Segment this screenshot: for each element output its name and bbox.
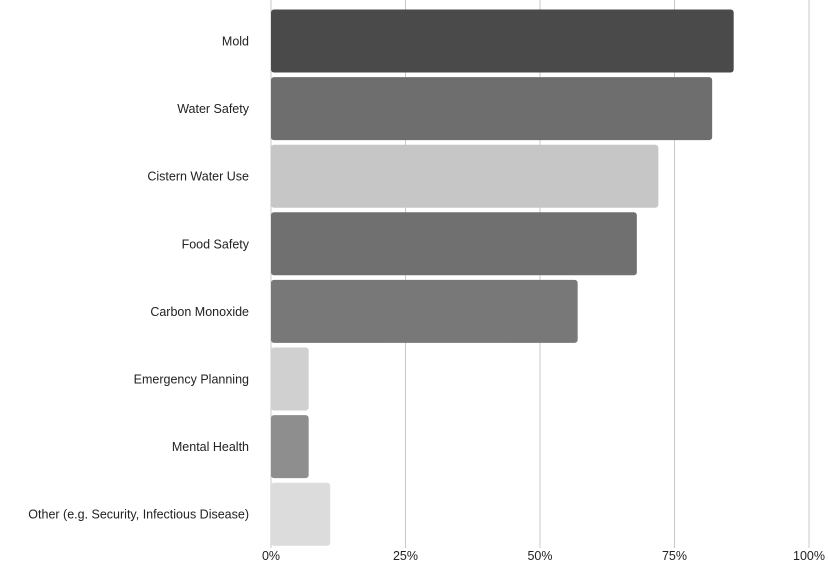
x-tick-label: 50%: [527, 549, 552, 563]
category-label: Carbon Monoxide: [150, 305, 249, 319]
bar: [271, 77, 713, 141]
bar: [271, 212, 637, 276]
x-tick-label: 75%: [662, 549, 687, 563]
x-tick-label: 0%: [262, 549, 280, 563]
bar: [271, 279, 578, 343]
category-label: Emergency Planning: [134, 373, 249, 387]
category-label: Food Safety: [182, 237, 250, 251]
category-label: Other (e.g. Security, Infectious Disease…: [28, 508, 249, 522]
category-labels: Mold Water Safety Cistern Water Use Food Sa…: [28, 35, 249, 522]
x-tick-label: 25%: [393, 549, 418, 563]
bar: [271, 347, 309, 411]
x-tick-label: 100%: [793, 549, 825, 563]
bar: [271, 482, 331, 546]
category-label: Mental Health: [172, 440, 249, 454]
category-label: Water Safety: [177, 102, 250, 116]
bar: [271, 144, 659, 208]
bar: [271, 415, 309, 479]
x-axis-tick-labels: 0% 25% 50% 75% 100%: [262, 549, 825, 563]
bar: [271, 9, 734, 73]
category-label: Cistern Water Use: [147, 170, 249, 184]
category-label: Mold: [222, 35, 249, 49]
bars: [271, 9, 734, 546]
